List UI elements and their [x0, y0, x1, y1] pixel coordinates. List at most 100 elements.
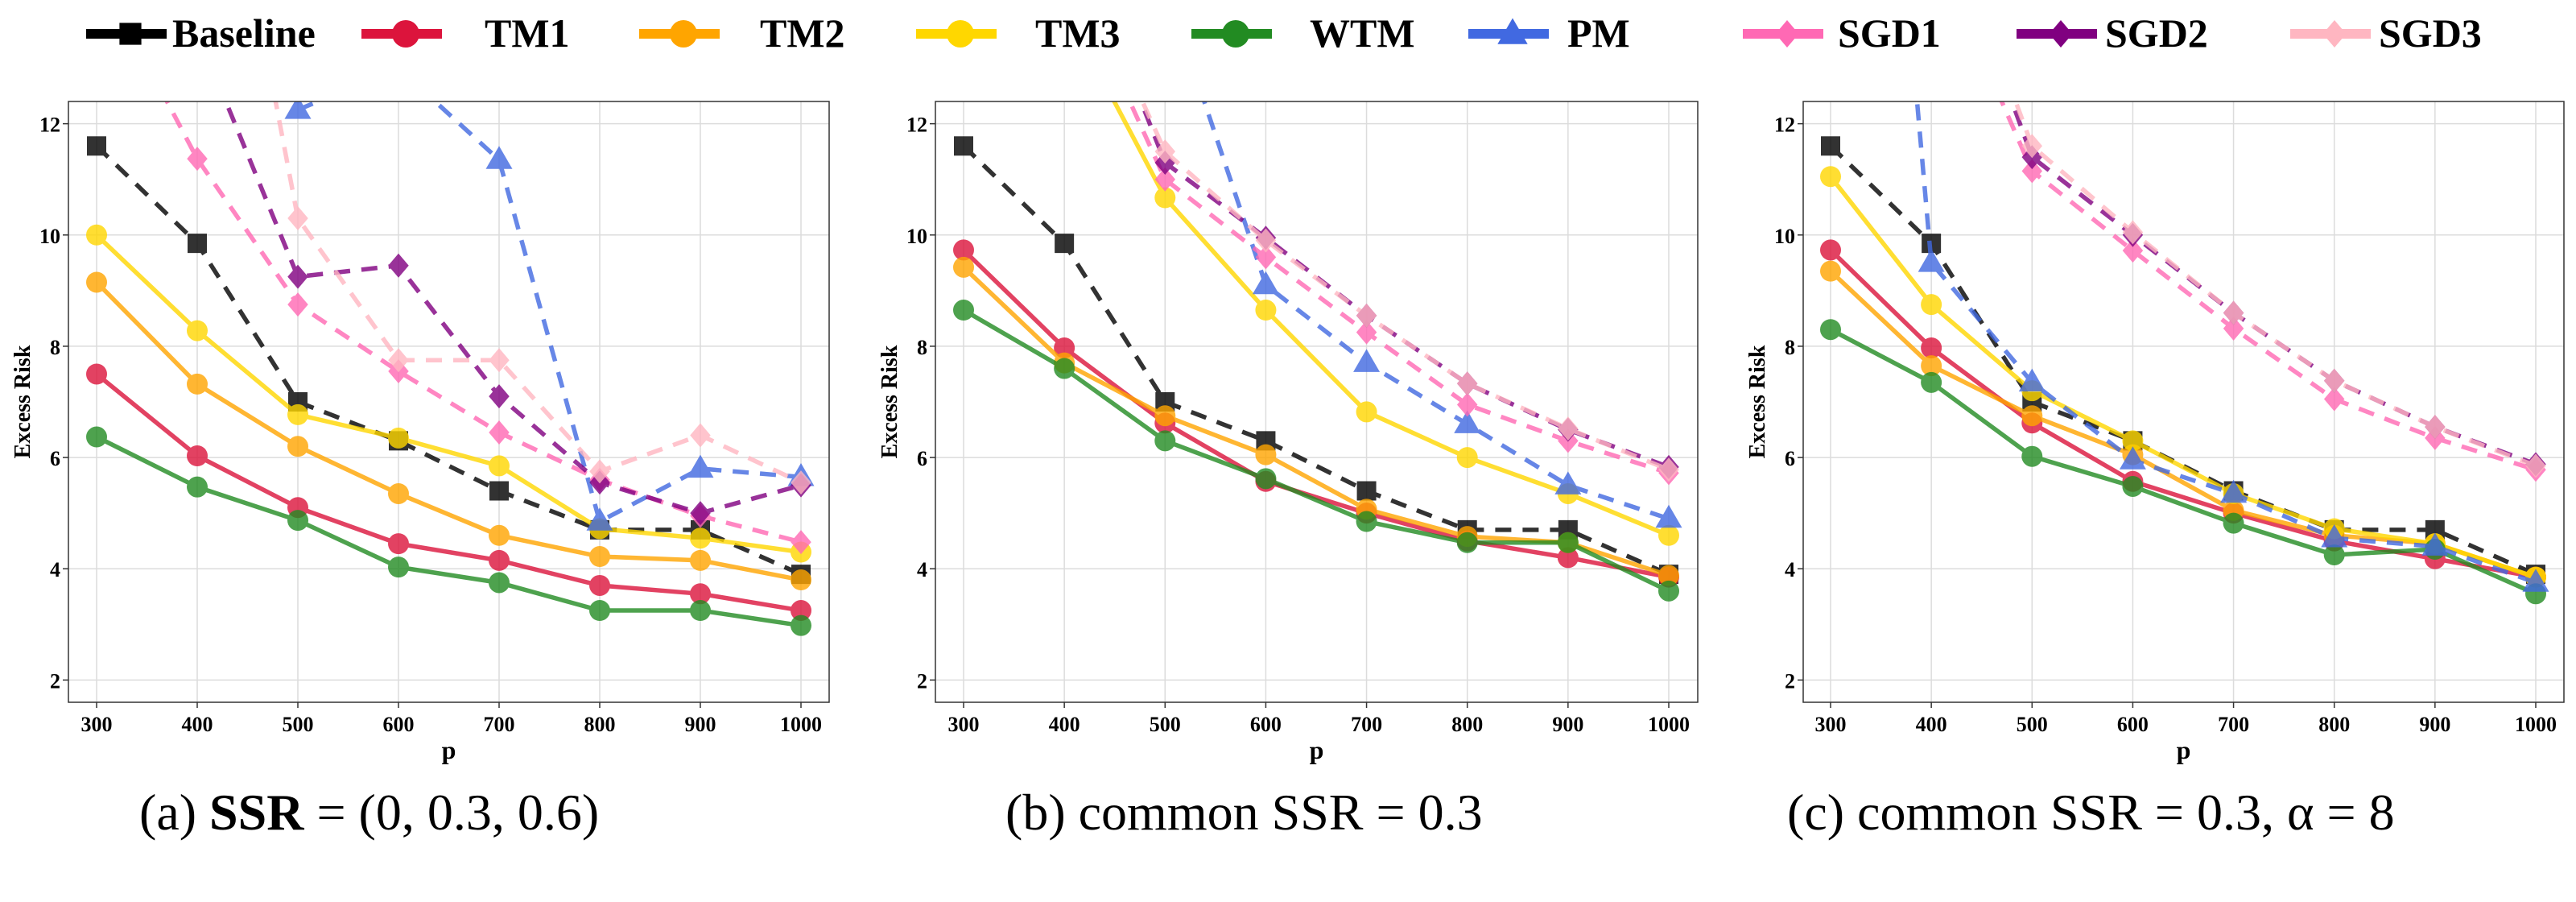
legend-circle-icon: [1222, 20, 1249, 48]
data-point-tm2-1000: [1658, 565, 1679, 586]
legend-item-tm2[interactable]: TM2: [639, 10, 845, 56]
data-point-wtm-700: [489, 572, 510, 594]
data-point-wtm-1000: [1658, 580, 1679, 602]
data-point-sgd3-700: [2223, 300, 2244, 325]
caption-prefix: (a): [139, 784, 209, 841]
data-point-sgd3-800: [589, 459, 610, 484]
legend-item-tm1[interactable]: TM1: [361, 10, 570, 56]
x-tick-label: 500: [2017, 713, 2048, 736]
legend-item-sgd1[interactable]: SGD1: [1743, 10, 1941, 56]
data-point-sgd1-800: [1456, 392, 1478, 417]
x-tick-label: 300: [948, 713, 980, 736]
series-line-pm: [1914, 101, 2537, 585]
legend-label: SGD2: [2105, 10, 2208, 56]
y-tick-label: 10: [39, 225, 60, 248]
series-line-pm: [1202, 101, 1670, 521]
panels: 300 400 500 600 700 800 900 1000 2 4 6 8 10 12 Excess …: [10, 101, 2565, 841]
series-line-wtm: [962, 308, 1670, 594]
data-point-tm2-500: [1154, 405, 1176, 427]
data-point-sgd3-900: [690, 423, 711, 448]
legend-item-sgd3[interactable]: SGD3: [2290, 10, 2482, 56]
plot-area: [1803, 101, 2564, 702]
panel-caption: (c) common SSR = 0.3, α = 8: [1787, 784, 2395, 841]
data-point-wtm-600: [388, 557, 409, 578]
data-point-tm3-500: [287, 403, 308, 425]
data-point-pm-900: [687, 454, 714, 478]
plot-border: [68, 101, 830, 703]
legend-triangle-icon: [1497, 18, 1528, 44]
y-tick-label: 12: [39, 114, 60, 137]
data-point-tm2-300: [1820, 260, 1841, 282]
legend-item-tm3[interactable]: TM3: [916, 10, 1121, 56]
data-point-pm-700: [1353, 349, 1381, 372]
x-tick-label: 400: [1049, 713, 1080, 736]
data-point-wtm-300: [1820, 319, 1841, 341]
x-tick-label: 400: [182, 713, 213, 736]
data-point-baseline-700: [1356, 481, 1377, 501]
data-point-tm1-300: [1820, 239, 1841, 261]
x-tick-label: 300: [81, 713, 113, 736]
data-point-pm-500: [284, 101, 312, 119]
x-tick-label: 700: [1351, 713, 1382, 736]
x-tick-label: 800: [584, 713, 616, 736]
legend-label: SGD1: [1838, 10, 1941, 56]
caption-rest: = (0, 0.3, 0.6): [303, 784, 599, 841]
data-point-wtm-800: [589, 600, 610, 622]
data-point-tm2-700: [489, 524, 510, 546]
legend-item-sgd2[interactable]: SGD2: [2017, 10, 2208, 56]
data-point-tm1-600: [388, 533, 409, 555]
data-point-tm2-800: [589, 546, 610, 568]
series-line-tm1: [1829, 248, 2537, 580]
data-point-sgd3-1000: [1658, 457, 1679, 482]
data-point-tm2-300: [953, 256, 974, 278]
data-point-sgd3-500: [287, 206, 308, 231]
legend-circle-icon: [947, 20, 974, 48]
series-line-baseline: [95, 144, 803, 577]
series-sgd3: [2013, 101, 2546, 478]
legend-item-pm[interactable]: PM: [1468, 10, 1630, 56]
legend-item-wtm[interactable]: WTM: [1191, 10, 1415, 56]
y-tick-label: 4: [50, 558, 60, 581]
caption-bold: SSR: [209, 784, 304, 841]
data-point-tm1-900: [1557, 547, 1579, 569]
y-tick-label: 2: [1785, 669, 1795, 693]
data-point-tm3-700: [1356, 401, 1377, 423]
series-line-baseline: [962, 144, 1670, 577]
data-point-sgd3-600: [1255, 228, 1277, 253]
data-point-sgd1-500: [2021, 159, 2043, 184]
data-point-wtm-500: [2021, 445, 2043, 467]
y-tick-label: 8: [1785, 336, 1795, 359]
data-point-sgd2-600: [388, 253, 409, 278]
data-point-pm-1000: [1655, 504, 1682, 528]
legend-label: PM: [1567, 10, 1630, 56]
y-axis-label: Excess Risk: [10, 345, 35, 458]
x-tick-label: 900: [685, 713, 716, 736]
data-point-wtm-1000: [791, 614, 811, 636]
series-line-tm1: [95, 372, 802, 613]
data-point-tm1-300: [953, 239, 974, 261]
panel-c: 300 400 500 600 700 800 900 1000 2 4 6 8 10 12 Excess …: [1745, 101, 2565, 841]
x-tick-label: 500: [1150, 713, 1181, 736]
y-tick-label: 10: [906, 225, 927, 248]
legend-item-baseline[interactable]: Baseline: [86, 10, 316, 56]
data-point-tm1-700: [489, 549, 510, 571]
series-tm1: [86, 363, 811, 622]
y-tick-label: 12: [906, 114, 927, 137]
x-tick-label: 900: [1552, 713, 1583, 736]
data-point-tm2-600: [388, 482, 409, 504]
panel-caption: (a) SSR = (0, 0.3, 0.6): [139, 784, 599, 841]
data-point-tm3-600: [388, 427, 409, 449]
legend-label: TM1: [485, 10, 570, 56]
caption-prefix: (b) common SSR = 0.3: [1005, 784, 1483, 841]
y-tick-label: 8: [917, 336, 927, 359]
data-point-baseline-400: [1055, 234, 1075, 254]
y-tick-label: 4: [917, 558, 927, 581]
series-line-tm3: [95, 233, 802, 555]
data-point-sgd3-1000: [2525, 453, 2546, 478]
series-pm: [1202, 101, 1682, 528]
data-point-tm1-400: [187, 445, 208, 467]
data-point-wtm-700: [1356, 511, 1377, 532]
data-point-pm-700: [2220, 479, 2248, 503]
series-line-wtm: [1829, 327, 2537, 596]
data-point-wtm-900: [690, 600, 711, 622]
